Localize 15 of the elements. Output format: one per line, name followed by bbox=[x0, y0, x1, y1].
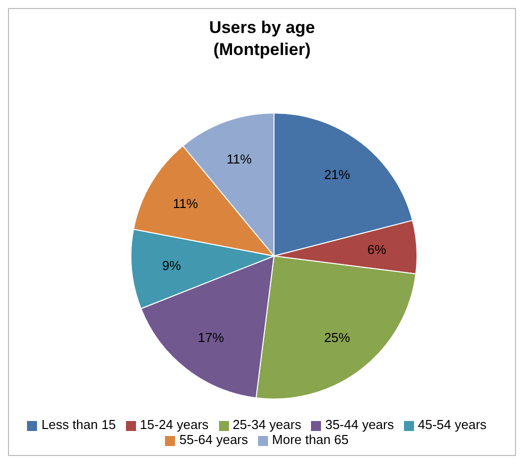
legend-label: More than 65 bbox=[272, 432, 349, 447]
legend-label: Less than 15 bbox=[41, 417, 116, 432]
legend-label: 55-64 years bbox=[179, 432, 248, 447]
data-label: 9% bbox=[162, 258, 182, 274]
legend-label: 35-44 years bbox=[325, 417, 394, 432]
data-label: 17% bbox=[198, 330, 224, 345]
legend-label: 25-34 years bbox=[232, 417, 302, 432]
chart-title: Users by age (Montpelier) bbox=[209, 18, 315, 59]
data-label: 25% bbox=[324, 330, 351, 345]
data-label: 6% bbox=[367, 242, 387, 258]
data-label: 21% bbox=[324, 167, 351, 182]
data-label: 11% bbox=[226, 152, 252, 167]
legend-label: 45-54 years bbox=[418, 417, 487, 432]
legend-label: 15-24 years bbox=[140, 417, 209, 432]
data-label: 11% bbox=[172, 196, 198, 212]
